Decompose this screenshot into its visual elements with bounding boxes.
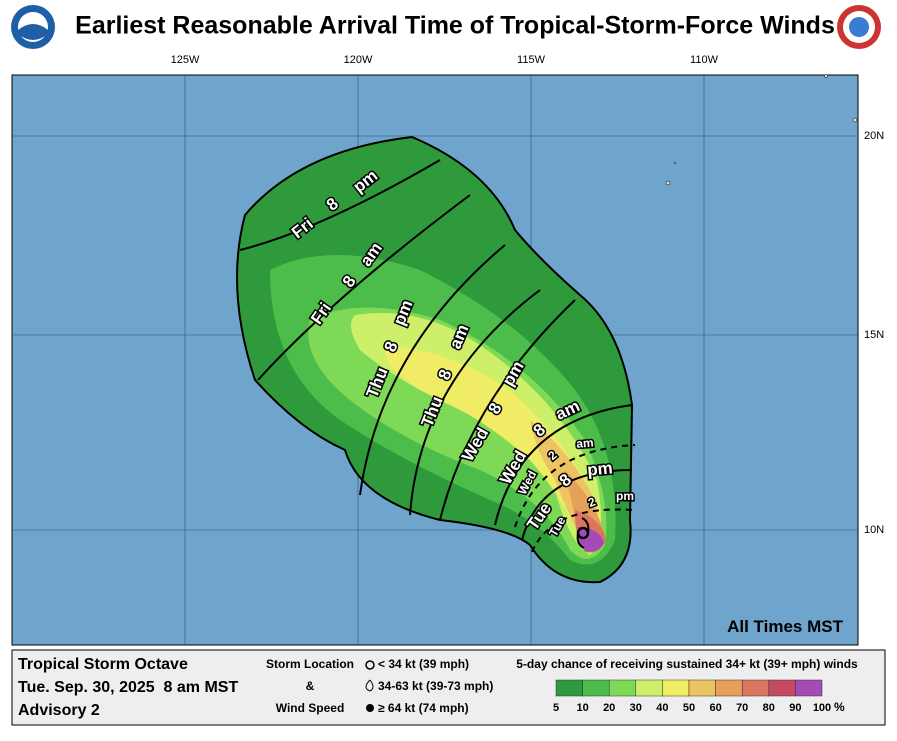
symbol-key-item: 34-63 kt (39-73 mph) <box>378 679 493 693</box>
latitude-label: 15N <box>864 329 884 341</box>
latitude-label: 10N <box>864 524 884 536</box>
legend-label: 5 <box>553 702 559 714</box>
legend-swatch <box>768 679 796 697</box>
legend-label: 60 <box>709 702 721 714</box>
legend-swatch <box>662 679 690 697</box>
longitude-label: 120W <box>344 54 373 66</box>
legend-label: 100 <box>813 702 831 714</box>
legend-swatch <box>555 679 583 697</box>
contour-label: pm <box>616 489 634 503</box>
contour-label: pm <box>586 458 613 479</box>
nws-logo <box>837 5 881 49</box>
legend-label: 20 <box>603 702 615 714</box>
symbol-key-icons <box>365 660 375 712</box>
legend-swatch <box>688 679 716 697</box>
legend-swatch <box>715 679 743 697</box>
symbol-key-heading: Storm Location <box>266 657 354 671</box>
longitude-label: 115W <box>517 54 546 66</box>
contour-label: am <box>576 435 594 450</box>
arrival-contours <box>239 159 636 553</box>
legend-label: 70 <box>736 702 748 714</box>
probability-field <box>236 135 634 584</box>
symbol-key-heading: Wind Speed <box>276 701 345 715</box>
storm-symbol <box>576 517 590 549</box>
legend-label: 30 <box>630 702 642 714</box>
legend-title: 5-day chance of receiving sustained 34+ … <box>516 657 858 671</box>
symbol-key-item: < 34 kt (39 mph) <box>378 657 469 671</box>
time-zone-note: All Times MST <box>727 617 843 636</box>
legend-label: 40 <box>656 702 668 714</box>
legend-swatch <box>608 679 637 697</box>
storm-name: Tropical Storm Octave <box>18 656 188 673</box>
legend-swatch <box>635 679 663 697</box>
legend-swatch <box>795 679 823 697</box>
islands <box>665 74 858 186</box>
symbol-key-item: ≥ 64 kt (74 mph) <box>378 701 469 715</box>
legend-swatch <box>582 679 610 697</box>
legend-label: 90 <box>789 702 801 714</box>
symbol-key-heading: & <box>306 679 315 693</box>
legend-label: 10 <box>576 702 588 714</box>
longitude-label: 125W <box>171 54 200 66</box>
advisory-number: Advisory 2 <box>18 702 100 719</box>
legend-label: 50 <box>683 702 695 714</box>
legend-label: 80 <box>763 702 775 714</box>
latitude-label: 20N <box>864 130 884 142</box>
longitude-label: 110W <box>690 54 719 66</box>
advisory-time: Tue. Sep. 30, 2025 8 am MST <box>18 679 238 696</box>
noaa-logo <box>11 5 55 49</box>
legend-unit: % <box>834 700 845 714</box>
legend-swatch <box>741 679 770 697</box>
title: Earliest Reasonable Arrival Time of Trop… <box>75 12 835 40</box>
